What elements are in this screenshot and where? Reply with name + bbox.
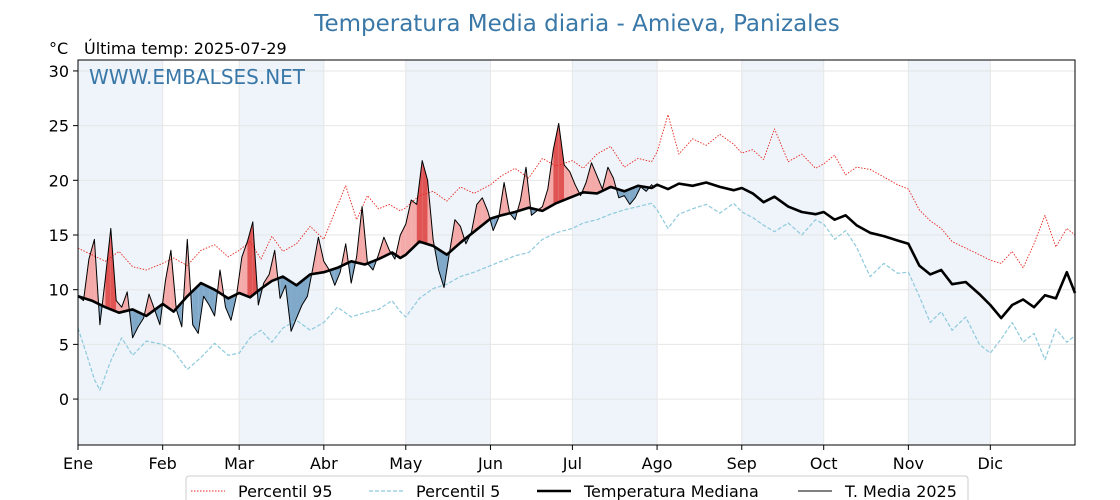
anomaly-below	[624, 189, 630, 205]
anomaly-below	[296, 280, 302, 319]
month-bands	[78, 60, 991, 445]
unit-label: °C	[49, 39, 68, 58]
month-band-5	[908, 60, 991, 445]
y-axis: 0 5 10 15 20 25 30	[49, 62, 78, 409]
month-band-3	[572, 60, 658, 445]
anomaly-above	[318, 237, 324, 274]
y-tick-label: 30	[49, 62, 69, 81]
legend-p5-label: Percentil 5	[416, 482, 500, 500]
y-tick-label: 0	[59, 390, 69, 409]
x-tick-label: May	[389, 454, 422, 473]
anomaly-below	[209, 287, 215, 316]
anomaly-above	[116, 300, 122, 312]
anomaly-above	[564, 165, 570, 200]
anomaly-above	[586, 162, 592, 193]
series-line-2	[77, 181, 1077, 320]
series-lines	[77, 114, 1077, 391]
anomaly-above	[454, 219, 461, 248]
last-temp-label: Última temp: 2025-07-29	[84, 39, 287, 58]
anomaly-below	[192, 285, 199, 334]
anomaly-below	[225, 296, 231, 321]
x-tick-label: Jul	[562, 454, 582, 473]
anomaly-above	[241, 241, 248, 297]
x-tick-label: Jun	[477, 454, 503, 473]
anomaly-above	[591, 162, 597, 194]
anomaly-above	[569, 171, 576, 198]
anomaly-above	[416, 160, 423, 245]
anomaly-above	[247, 221, 253, 297]
y-tick-label: 15	[49, 226, 69, 245]
chart-title: Temperatura Media diaria - Amieva, Paniz…	[313, 11, 839, 37]
legend: Percentil 95 Percentil 5 Temperatura Med…	[185, 475, 969, 500]
anomaly-below	[203, 284, 210, 305]
legend-p95-label: Percentil 95	[238, 482, 333, 500]
x-tick-label: Feb	[149, 454, 177, 473]
anomaly-above	[558, 123, 565, 203]
anomaly-below	[291, 281, 297, 332]
anomaly-below	[280, 277, 286, 299]
plot-frame	[77, 59, 1076, 446]
y-tick-label: 20	[49, 171, 69, 190]
legend-current-label: T. Media 2025	[844, 482, 957, 500]
anomaly-above	[607, 167, 614, 189]
x-tick-label: Ago	[642, 454, 673, 473]
anomaly-above	[383, 237, 390, 257]
anomaly-above	[411, 200, 417, 250]
anomaly-below	[629, 186, 636, 205]
month-band-4	[741, 60, 824, 445]
anomaly-below	[334, 266, 341, 286]
watermark: WWW.EMBALSES.NET	[89, 65, 306, 89]
anomaly-above	[482, 197, 488, 226]
y-tick-label: 25	[49, 117, 69, 136]
y-tick-label: 10	[49, 281, 69, 300]
x-axis: Ene Feb Mar Abr May Jun Jul Ago Sep Oct Nov Dic	[63, 445, 1003, 473]
series-line-3	[77, 122, 655, 339]
legend-box	[185, 475, 969, 500]
x-tick-label: Abr	[310, 454, 338, 473]
x-tick-label: Oct	[810, 454, 838, 473]
anomaly-below	[138, 312, 144, 327]
anomaly-above	[105, 228, 111, 310]
series-line-0	[77, 114, 1076, 271]
x-tick-label: Ene	[63, 454, 93, 473]
x-tick-label: Sep	[727, 454, 757, 473]
anomaly-above	[165, 250, 171, 310]
anomaly-above	[476, 197, 483, 230]
anomaly-above	[405, 200, 412, 255]
x-tick-label: Mar	[224, 454, 255, 473]
x-tick-label: Nov	[893, 454, 924, 473]
anomaly-above	[422, 160, 428, 245]
x-tick-label: Dic	[978, 454, 1004, 473]
anomaly-below	[132, 309, 139, 338]
y-tick-label: 5	[59, 335, 69, 354]
anomaly-below	[438, 249, 445, 288]
legend-median-label: Temperatura Mediana	[583, 482, 759, 500]
series-line-1	[77, 202, 1076, 391]
